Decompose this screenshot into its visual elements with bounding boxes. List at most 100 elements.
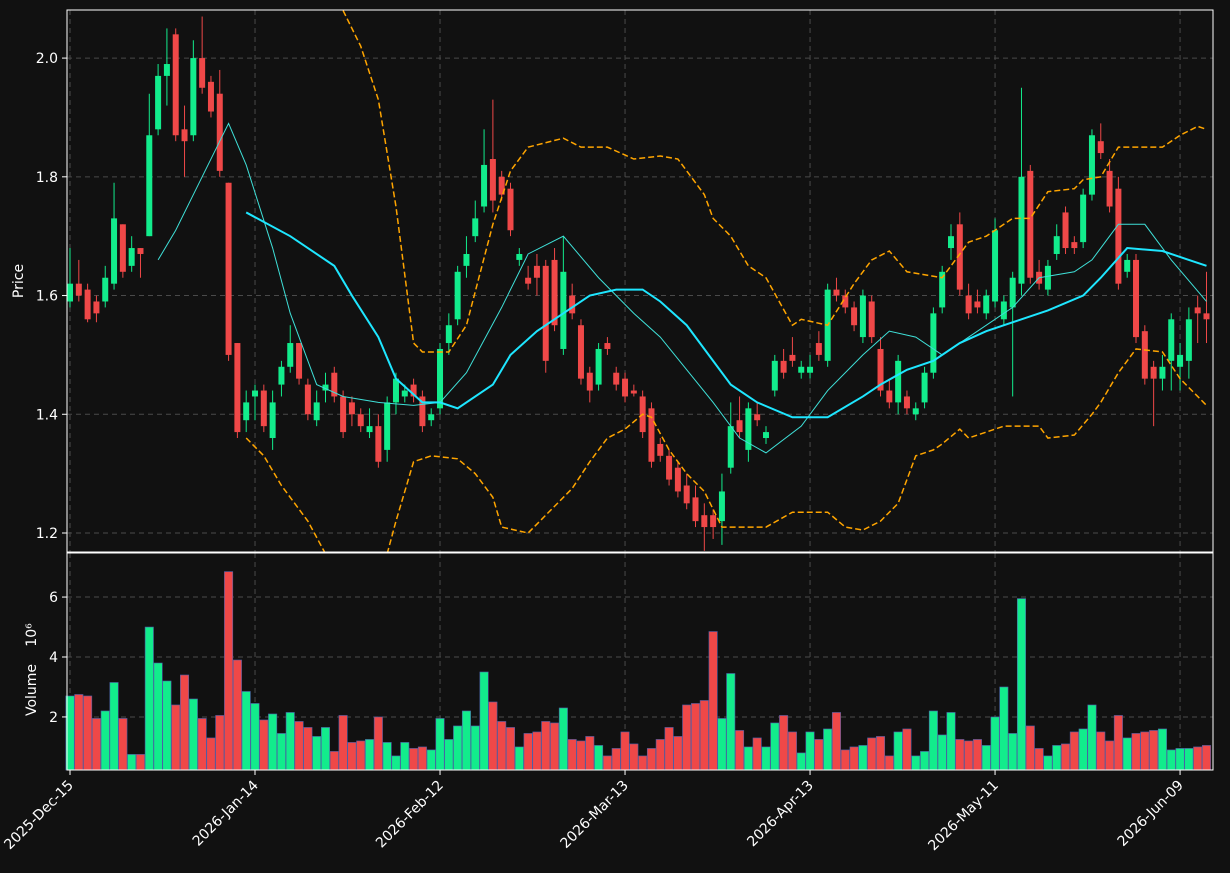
volume-bar <box>320 727 330 771</box>
volume-bar <box>1140 731 1150 771</box>
volume-bar <box>444 739 454 771</box>
volume-bar <box>180 674 190 771</box>
candle-body <box>683 485 690 504</box>
candle-body <box>296 343 303 379</box>
candle-body <box>1177 354 1184 367</box>
volume-bar <box>127 754 137 771</box>
candle-body <box>1044 265 1051 290</box>
volume-bar <box>505 727 515 771</box>
candle-body <box>472 218 479 237</box>
candle-body <box>401 390 408 397</box>
overlay-line <box>157 122 1207 454</box>
candle-body <box>886 390 893 403</box>
candle-body <box>234 343 241 433</box>
candle-body <box>965 295 972 314</box>
candle-body <box>815 343 822 355</box>
volume-bar <box>761 746 771 771</box>
candle-body <box>463 253 470 266</box>
candle-body <box>859 295 866 338</box>
candle-body <box>754 414 761 421</box>
candle-body <box>577 325 584 379</box>
candle-body <box>877 348 884 391</box>
volume-bar <box>1025 725 1035 771</box>
volume-bar <box>1016 598 1026 771</box>
volume-bar <box>303 727 313 771</box>
volume-bar <box>1184 748 1194 771</box>
volume-bar <box>382 742 392 771</box>
price-panel <box>67 10 1210 552</box>
candle-body <box>111 218 118 284</box>
volume-bar <box>135 754 145 771</box>
candle-body <box>921 372 928 403</box>
volume-bar <box>541 721 551 771</box>
candle-body <box>260 390 267 427</box>
candle-body <box>956 224 963 290</box>
candle-body <box>252 390 259 397</box>
volume-bar <box>558 707 568 771</box>
volume-bar <box>567 739 577 771</box>
volume-bar <box>294 721 304 771</box>
volume-bar <box>365 739 375 771</box>
volume-bar <box>576 740 586 771</box>
volume-bar <box>1087 704 1097 771</box>
candle-body <box>437 348 444 409</box>
volume-bar <box>206 737 216 771</box>
y-tick-label: 2.0 <box>36 51 58 67</box>
volume-bar <box>726 673 736 771</box>
y-tick-label: 1.8 <box>36 170 58 186</box>
candle-body <box>84 289 91 320</box>
candle-body <box>1097 141 1104 154</box>
candle-body <box>516 253 523 260</box>
volume-bar <box>479 671 489 771</box>
candle-body <box>727 426 734 468</box>
candle-body <box>569 295 576 314</box>
volume-bar <box>144 626 154 771</box>
volume-bar <box>717 718 727 771</box>
volume-bar <box>188 698 198 771</box>
volume-bar <box>409 748 419 771</box>
candle-body <box>604 343 611 349</box>
volume-bar <box>691 703 701 771</box>
candle-body <box>718 491 725 522</box>
candle-body <box>489 159 496 201</box>
candle-body <box>216 93 223 171</box>
volume-bar <box>91 718 101 771</box>
candle-body <box>912 408 919 415</box>
candle-body <box>331 372 338 397</box>
candle-body <box>155 75 162 130</box>
volume-bar <box>682 704 692 771</box>
volume-bar <box>770 722 780 771</box>
volume-bar <box>752 737 762 771</box>
volume-bar <box>488 701 498 771</box>
overlay-line <box>245 211 1207 419</box>
volume-bar <box>153 662 163 771</box>
candle-body <box>762 432 769 439</box>
volume-bar <box>1201 745 1211 771</box>
candle-body <box>322 384 329 391</box>
volume-bar <box>779 715 789 771</box>
candle-body <box>67 283 73 302</box>
volume-bar <box>928 710 938 771</box>
candle-body <box>392 378 399 403</box>
volume-bar <box>911 755 921 771</box>
volume-exponent: 10⁶ <box>24 623 40 647</box>
candle-body <box>842 295 849 308</box>
candle-body <box>674 467 681 492</box>
candle-body <box>542 265 549 361</box>
volume-bar <box>74 694 84 771</box>
volume-bar <box>426 749 436 771</box>
candle-body <box>525 277 532 284</box>
volume-bar <box>1069 731 1079 771</box>
candle-body <box>498 176 505 195</box>
volume-bar <box>964 740 974 771</box>
overlay-line <box>342 10 1207 353</box>
candle-body <box>851 307 858 326</box>
volume-bar <box>602 755 612 771</box>
volume-bar <box>391 755 401 771</box>
volume-bar <box>453 725 463 771</box>
volume-bar <box>1034 748 1044 771</box>
volume-bar <box>708 631 718 771</box>
y-tick-label: 1.6 <box>36 289 58 305</box>
candle-body <box>789 354 796 361</box>
